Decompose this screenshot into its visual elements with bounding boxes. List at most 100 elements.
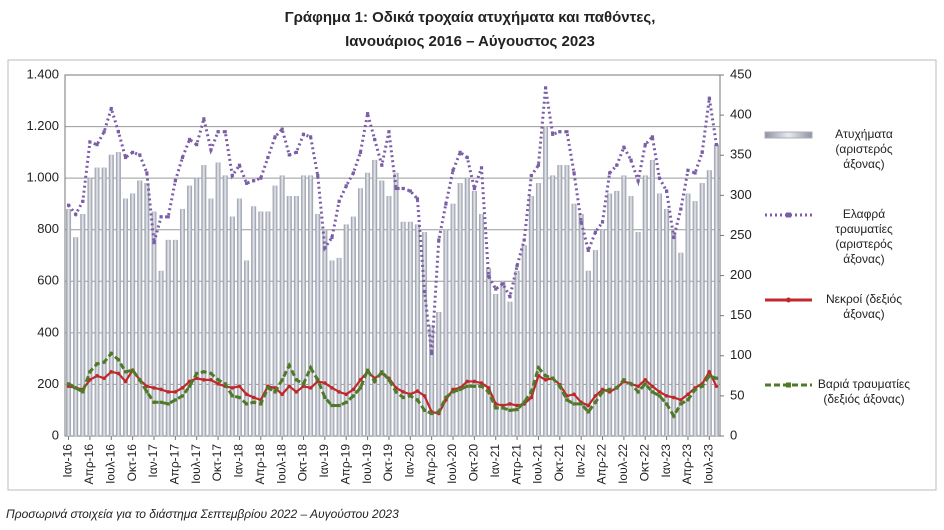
bar (336, 257, 342, 437)
marker (138, 153, 142, 157)
marker (579, 220, 583, 224)
marker (622, 145, 626, 149)
marker (494, 406, 498, 410)
marker (323, 381, 327, 385)
marker (187, 384, 192, 388)
marker (373, 379, 377, 384)
bar (286, 196, 292, 437)
legend-marker (786, 297, 791, 303)
marker (586, 410, 590, 414)
marker (479, 166, 484, 170)
bar (123, 198, 129, 437)
legend-label: Βαριά τραυματίες (δεξιός άξονας) (817, 377, 911, 406)
marker (501, 282, 505, 286)
bar (393, 172, 399, 437)
marker (501, 406, 505, 410)
marker (707, 96, 711, 100)
marker (430, 351, 434, 356)
marker (109, 106, 113, 111)
marker (665, 402, 669, 406)
marker (558, 384, 562, 388)
legend-swatch (764, 131, 813, 139)
marker (408, 394, 412, 398)
marker (351, 171, 355, 175)
bar (414, 224, 420, 437)
bar (187, 185, 193, 437)
marker (693, 387, 697, 392)
marker (458, 387, 462, 392)
bar (671, 232, 677, 437)
bar (457, 183, 463, 437)
bar (80, 214, 86, 437)
y2-tick-label: 50 (730, 387, 744, 402)
marker (66, 203, 71, 207)
marker (508, 402, 512, 406)
marker (294, 390, 299, 394)
marker (593, 394, 598, 398)
marker (629, 382, 633, 386)
y-tick-label: 1.200 (26, 118, 59, 133)
bar (229, 216, 235, 437)
bar (514, 270, 520, 437)
marker (180, 155, 185, 160)
marker (223, 130, 227, 134)
marker (686, 392, 690, 397)
marker (679, 398, 683, 402)
marker (88, 140, 92, 144)
marker (131, 368, 135, 372)
x-tick-label: Απρ-18 (253, 444, 267, 485)
marker (657, 394, 662, 398)
bar (464, 177, 470, 437)
marker (422, 290, 427, 294)
x-tick-label: Οκτ-19 (381, 444, 395, 482)
marker (195, 143, 199, 147)
bar (649, 159, 655, 437)
marker (81, 390, 85, 394)
marker (266, 155, 270, 160)
bar (201, 165, 207, 437)
bar (244, 260, 250, 437)
marker (244, 402, 249, 406)
bar (528, 196, 534, 437)
marker (337, 403, 341, 408)
bar (507, 301, 513, 437)
bar (272, 185, 278, 437)
marker (166, 402, 170, 406)
bar (443, 229, 449, 437)
marker (230, 386, 235, 390)
marker (209, 148, 213, 152)
marker (536, 366, 541, 370)
marker (465, 379, 470, 384)
marker (515, 264, 519, 268)
y-tick-label: 1.000 (26, 170, 59, 185)
marker (337, 199, 341, 203)
marker (102, 130, 106, 134)
bar (471, 190, 477, 437)
x-tick-label: Απρ-22 (595, 444, 609, 485)
marker (487, 274, 491, 278)
bar (685, 193, 691, 437)
y2-tick-label: 250 (730, 227, 752, 242)
bar (585, 270, 591, 437)
marker (415, 389, 420, 393)
marker (693, 171, 697, 175)
bar (322, 229, 328, 437)
marker (714, 384, 719, 389)
y2-tick-label: 350 (730, 147, 752, 162)
marker (380, 370, 384, 374)
bar (607, 193, 613, 437)
marker (551, 376, 555, 380)
x-tick-label: Οκτ-22 (637, 444, 651, 482)
marker (593, 400, 598, 404)
x-tick-label: Ιαν-22 (573, 444, 587, 478)
x-tick-label: Απρ-20 (424, 444, 438, 485)
marker (394, 186, 398, 191)
bar (222, 175, 228, 437)
bar (194, 177, 200, 437)
marker (465, 155, 469, 160)
marker (216, 130, 220, 134)
marker (543, 374, 548, 378)
x-tick-label: Ιουλ-19 (360, 444, 374, 484)
marker (565, 130, 569, 134)
